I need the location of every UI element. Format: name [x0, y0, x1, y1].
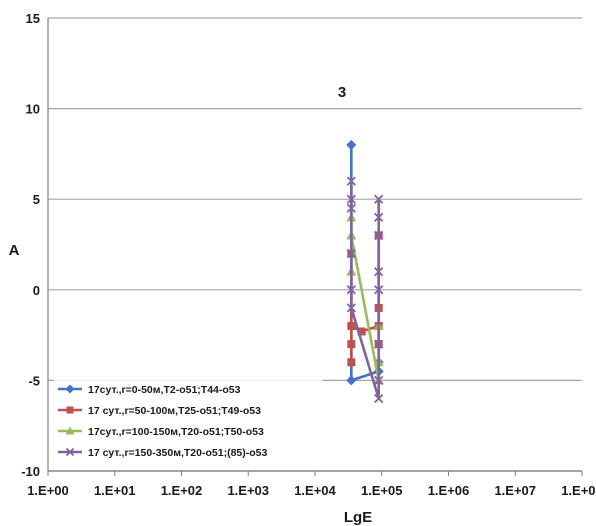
legend-box — [54, 378, 322, 466]
series — [346, 139, 384, 404]
y-axis-title: A — [9, 242, 20, 259]
x-tick-label: 1.E+02 — [161, 483, 203, 498]
x-tick-label: 1.E+04 — [294, 483, 336, 498]
data-point — [374, 194, 384, 204]
data-point — [374, 339, 384, 349]
data-point — [346, 139, 357, 150]
y-tick-label: -5 — [28, 373, 40, 388]
y-tick-label: -10 — [21, 464, 40, 479]
data-point — [374, 393, 384, 404]
x-tick-label: 1.E+05 — [361, 483, 403, 498]
data-point — [347, 340, 356, 349]
chart-annotation: 3 — [338, 84, 346, 101]
data-point — [346, 303, 356, 313]
legend-entry: 17сут.,r=100-150м,T20-o51;T50-o53 — [58, 426, 264, 438]
x-tick-label: 1.E+06 — [428, 483, 470, 498]
legend-label: 17сут.,r=0-50м,T2-o51;T44-o53 — [88, 384, 241, 396]
axes: 15 10 5 0 -5 -10 1.E+00 1.E+01 1.E+02 1.E+03 1.E+0… — [21, 11, 596, 498]
series-4 — [346, 176, 384, 404]
legend-entry: 17 сут.,r=50-100м,T25-o51;T49-o53 — [58, 405, 261, 417]
x-tick-label: 1.E+03 — [227, 483, 269, 498]
data-point — [374, 375, 384, 386]
data-point — [346, 194, 356, 204]
legend-marker — [65, 447, 75, 457]
legend-entry: 17сут.,r=0-50м,T2-o51;T44-o53 — [58, 384, 241, 396]
x-tick-label: 1.E+00 — [27, 483, 69, 498]
data-point — [346, 176, 356, 186]
labels: A LgE 3 — [9, 84, 373, 526]
data-point — [346, 375, 357, 386]
x-tick-label: 1.E+01 — [94, 483, 136, 498]
data-point — [347, 322, 356, 331]
data-point — [374, 267, 384, 277]
legend-marker — [65, 426, 75, 435]
data-point — [347, 358, 356, 367]
y-tick-label: 10 — [26, 102, 40, 117]
legend-marker — [66, 406, 74, 414]
data-point — [374, 230, 384, 241]
data-point — [346, 248, 356, 259]
y-tick-label: 0 — [33, 283, 40, 298]
x-tick-label: 1.E+07 — [494, 483, 536, 498]
data-point — [346, 203, 356, 213]
data-point — [346, 285, 356, 295]
series-line — [350, 181, 380, 400]
legend-label: 17сут.,r=100-150м,T20-o51;T50-o53 — [88, 426, 264, 438]
data-point — [374, 285, 384, 295]
legend-marker — [65, 384, 75, 394]
x-tick-label: 1.E+08 — [561, 483, 596, 498]
legend-label: 17 сут.,r=150-350м,T20-o51;(85)-o53 — [88, 447, 267, 459]
x-axis-title: LgE — [344, 509, 372, 526]
legend-entry: 17 сут.,r=150-350м,T20-o51;(85)-o53 — [58, 447, 267, 459]
y-tick-label: 15 — [26, 11, 40, 26]
y-tick-label: 5 — [33, 192, 40, 207]
legend: 17сут.,r=0-50м,T2-o51;T44-o53 17 сут.,r=5… — [54, 378, 322, 466]
data-point — [357, 327, 366, 336]
legend-label: 17 сут.,r=50-100м,T25-o51;T49-o53 — [88, 405, 261, 417]
data-point — [374, 212, 384, 222]
